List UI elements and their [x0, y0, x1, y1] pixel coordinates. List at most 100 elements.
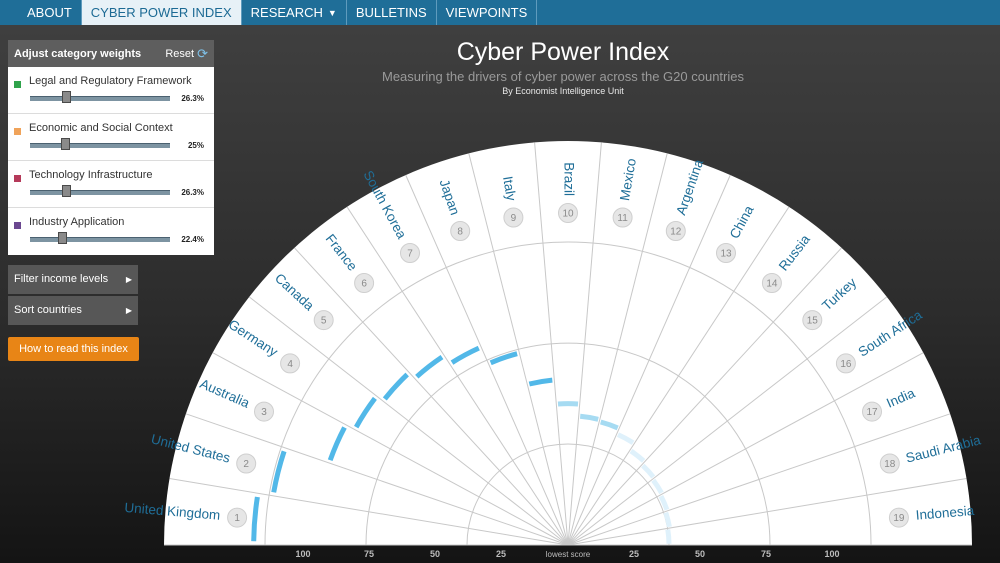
country-label: Brazil: [561, 162, 576, 196]
slider-technology[interactable]: [30, 185, 170, 197]
how-to-read-button[interactable]: How to read this index: [8, 337, 139, 361]
weight-value-economic: 25%: [187, 141, 204, 150]
score-bar: [663, 511, 672, 528]
nav-about[interactable]: ABOUT: [0, 0, 82, 25]
sort-countries-button[interactable]: Sort countries ▶: [8, 296, 138, 325]
nav-viewpoints[interactable]: VIEWPOINTS: [437, 0, 538, 25]
ring-line: [466, 443, 670, 546]
score-bar: [415, 355, 444, 379]
score-bar: [629, 448, 646, 463]
axis-tick-label: 50: [430, 549, 440, 559]
score-bar: [489, 351, 518, 366]
country-label: Indonesia: [915, 503, 975, 523]
filter-income-button[interactable]: Filter income levels ▶: [8, 265, 138, 294]
sort-countries-label: Sort countries: [14, 304, 82, 316]
weight-row-legal: Legal and Regulatory Framework 26.3%: [8, 67, 214, 114]
rank-number: 3: [261, 407, 267, 418]
rank-badge: [503, 207, 524, 228]
sector-divider: [567, 247, 842, 546]
rank-badge: [888, 507, 909, 528]
rank-number: 8: [457, 227, 463, 238]
axis-tick-label: 100: [295, 549, 310, 559]
rank-number: 17: [866, 407, 878, 418]
rank-number: 18: [884, 459, 896, 470]
score-bar: [354, 396, 377, 429]
page-title: Cyber Power Index: [456, 38, 670, 66]
rank-number: 6: [361, 279, 367, 290]
sector-divider: [567, 206, 790, 546]
nav-bulletins[interactable]: BULLETINS: [347, 0, 437, 25]
sector-divider: [346, 206, 569, 546]
rank-number: 16: [840, 359, 852, 370]
chevron-right-icon: ▶: [125, 306, 132, 315]
slider-economic[interactable]: [30, 138, 170, 150]
weight-label-economic: Economic and Social Context: [29, 122, 173, 134]
rank-badge: [612, 207, 633, 228]
reset-button[interactable]: Reset ⟳: [165, 46, 208, 62]
ring-line: [264, 241, 872, 546]
slider-handle[interactable]: [62, 185, 71, 197]
score-bar: [271, 450, 287, 493]
sector-divider: [567, 153, 668, 546]
slider-handle[interactable]: [61, 138, 70, 150]
sector-divider: [567, 174, 731, 546]
score-bar: [651, 478, 664, 495]
axis-tick-label: 50: [695, 549, 705, 559]
weight-row-technology: Technology Infrastructure 26.3%: [8, 161, 214, 208]
rank-badge: [400, 243, 420, 263]
sector-divider: [567, 142, 602, 546]
score-bar: [600, 419, 619, 431]
rank-badge: [236, 453, 257, 474]
slider-handle[interactable]: [58, 232, 67, 244]
sector-divider: [185, 413, 569, 546]
rank-number: 10: [562, 209, 574, 220]
sector-divider: [294, 247, 569, 546]
rank-badge: [354, 273, 375, 293]
score-bar: [579, 413, 599, 422]
nav-cyber-power-index[interactable]: CYBER POWER INDEX: [81, 0, 242, 25]
score-bar: [616, 432, 635, 445]
slider-handle[interactable]: [62, 91, 71, 103]
rank-badge: [879, 453, 900, 474]
score-bar: [528, 377, 553, 387]
technology-color-swatch: [14, 175, 21, 182]
sector-divider: [468, 153, 569, 546]
reset-label: Reset: [165, 47, 195, 60]
rank-number: 9: [511, 213, 517, 224]
rank-badge: [450, 221, 471, 241]
slider-industry[interactable]: [30, 232, 170, 244]
country-label: Mexico: [617, 157, 639, 202]
rank-badge: [761, 273, 782, 293]
page-subtitle: Measuring the drivers of cyber power acr…: [381, 69, 744, 84]
rank-badge: [802, 310, 823, 331]
filter-income-label: Filter income levels: [14, 273, 109, 285]
rank-badge: [280, 353, 301, 374]
industry-color-swatch: [14, 222, 21, 229]
top-navigation: ABOUT CYBER POWER INDEX RESEARCH ▼ BULLET…: [0, 0, 1000, 25]
rank-badge: [665, 221, 686, 241]
nav-research-label: RESEARCH: [250, 5, 323, 20]
weight-row-industry: Industry Application 22.4%: [8, 208, 214, 255]
weights-panel: Adjust category weights Reset ⟳ Legal and…: [8, 40, 214, 255]
axis-tick-label: 75: [761, 549, 771, 559]
rank-badge: [313, 310, 334, 331]
rank-badge: [862, 401, 882, 422]
sector-divider: [567, 478, 967, 546]
axis-tick-label: 75: [364, 549, 374, 559]
sector-divider: [567, 352, 924, 546]
rank-badge: [254, 401, 274, 422]
slider-legal[interactable]: [30, 91, 170, 103]
weight-value-legal: 26.3%: [181, 94, 204, 103]
weights-panel-header: Adjust category weights Reset ⟳: [8, 40, 214, 67]
country-label: Italy: [500, 175, 519, 202]
rank-number: 5: [321, 316, 327, 327]
refresh-icon: ⟳: [197, 45, 208, 61]
weight-label-legal: Legal and Regulatory Framework: [29, 75, 192, 87]
weight-value-industry: 22.4%: [181, 235, 204, 244]
rank-number: 1: [234, 513, 240, 524]
rank-badge: [716, 243, 736, 263]
page-byline: By Economist Intelligence Unit: [502, 86, 624, 96]
nav-research[interactable]: RESEARCH ▼: [242, 0, 347, 25]
rank-badge: [227, 507, 248, 528]
sector-divider: [212, 352, 569, 546]
